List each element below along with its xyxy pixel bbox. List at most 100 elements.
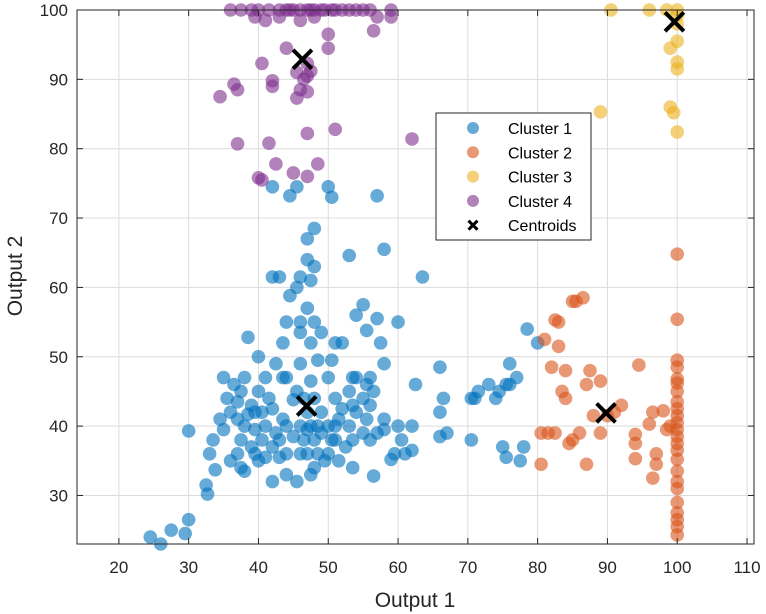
cluster-1-point — [359, 323, 374, 338]
cluster-2-point — [551, 315, 566, 329]
cluster-2-point — [558, 363, 573, 378]
cluster-1-point — [342, 384, 356, 399]
cluster-4-point — [293, 13, 308, 28]
cluster-1-point — [331, 412, 346, 426]
legend-marker-cluster-3 — [467, 170, 479, 183]
x-tick-label: 20 — [109, 558, 128, 577]
x-tick-label: 60 — [389, 558, 408, 577]
cluster-1-point — [310, 353, 325, 368]
cluster-1-point — [324, 353, 339, 368]
cluster-3-point — [666, 105, 681, 120]
cluster-1-point — [216, 370, 231, 385]
cluster-1-point — [293, 315, 308, 329]
cluster-1-point — [335, 336, 350, 350]
cluster-4-point — [405, 132, 419, 146]
cluster-1-point — [342, 248, 356, 263]
cluster-1-point — [366, 469, 381, 483]
cluster-1-point — [258, 419, 273, 433]
cluster-2-point — [576, 291, 590, 305]
cluster-2-point — [534, 457, 548, 472]
x-tick-label: 70 — [458, 558, 477, 577]
cluster-1-point — [251, 349, 266, 364]
cluster-2-point — [628, 436, 643, 451]
cluster-1-point — [307, 259, 322, 274]
cluster-1-point — [440, 426, 454, 440]
cluster-1-point — [321, 370, 336, 385]
cluster-2-point — [558, 391, 573, 406]
cluster-4-point — [328, 122, 343, 137]
cluster-2-point — [551, 339, 566, 354]
cluster-2-point — [656, 404, 671, 418]
x-tick-label: 90 — [598, 558, 617, 577]
legend-label-cluster-2: Cluster 2 — [508, 145, 572, 162]
cluster-2-point — [593, 426, 608, 440]
cluster-1-point — [405, 443, 419, 458]
cluster-1-point — [405, 419, 419, 433]
cluster-1-point — [408, 377, 423, 392]
cluster-4-point — [255, 173, 269, 187]
cluster-1-point — [304, 374, 318, 388]
cluster-2-point — [586, 408, 601, 423]
cluster-1-point — [359, 412, 374, 426]
cluster-4-point — [321, 27, 336, 42]
cluster-1-point — [255, 405, 269, 420]
cluster-4-point — [370, 10, 384, 24]
cluster-1-point — [237, 419, 252, 433]
cluster-1-point — [300, 232, 315, 246]
cluster-1-point — [307, 315, 322, 329]
cluster-1-point — [433, 405, 447, 420]
cluster-1-point — [394, 433, 409, 447]
axes-box — [76, 9, 755, 545]
cluster-1-point — [391, 419, 405, 433]
x-tick-label: 110 — [733, 558, 760, 577]
y-tick-label: 60 — [49, 278, 68, 297]
cluster-1-point — [181, 512, 196, 527]
cluster-1-point — [342, 419, 356, 433]
cluster-1-point — [202, 447, 217, 461]
cluster-1-point — [300, 447, 315, 461]
cluster-4-point — [286, 166, 301, 180]
cluster-1-point — [377, 242, 391, 257]
cluster-4-point — [269, 157, 283, 171]
cluster-1-point — [304, 273, 318, 288]
cluster-1-point — [471, 384, 486, 399]
cluster-2-point — [670, 452, 685, 467]
cluster-1-point — [328, 433, 343, 447]
cluster-1-point — [279, 315, 294, 329]
cluster-2-point — [670, 495, 685, 510]
centroid-marker — [595, 402, 617, 424]
cluster-1-point — [237, 464, 252, 478]
cluster-1-point — [363, 398, 377, 413]
cluster-4-point — [265, 73, 280, 88]
cluster-1-point — [269, 356, 283, 371]
cluster-2-point — [649, 447, 664, 461]
cluster-3-point — [670, 34, 685, 49]
cluster-1-point — [370, 311, 384, 326]
x-tick-label: 80 — [528, 558, 547, 577]
cluster-1-point — [286, 429, 301, 444]
cluster-3-point — [593, 105, 608, 119]
cluster-1-point — [314, 325, 329, 340]
cluster-1-point — [513, 453, 527, 468]
cluster-3-point — [670, 62, 685, 76]
legend-marker-cluster-2 — [467, 146, 479, 159]
cluster-1-point — [377, 356, 391, 371]
cluster-1-point — [234, 384, 248, 399]
axes — [76, 9, 755, 545]
cluster-1-point — [373, 336, 388, 350]
cluster-2-point — [572, 426, 587, 440]
cluster-1-point — [300, 301, 315, 316]
cluster-1-point — [293, 356, 308, 371]
cluster-2-point — [579, 377, 594, 392]
cluster-1-point — [143, 530, 158, 544]
cluster-2-point — [632, 358, 646, 372]
cluster-2-point — [670, 528, 685, 542]
cluster-1-point — [178, 526, 192, 541]
cluster-4-point — [300, 126, 315, 141]
y-axis-label: Output 2 — [4, 236, 27, 317]
cluster-4-point — [230, 82, 245, 97]
cluster-1-point — [279, 370, 294, 385]
y-tick-label: 100 — [40, 1, 68, 20]
cluster-2-point — [628, 451, 643, 466]
cluster-1-point — [436, 391, 451, 406]
